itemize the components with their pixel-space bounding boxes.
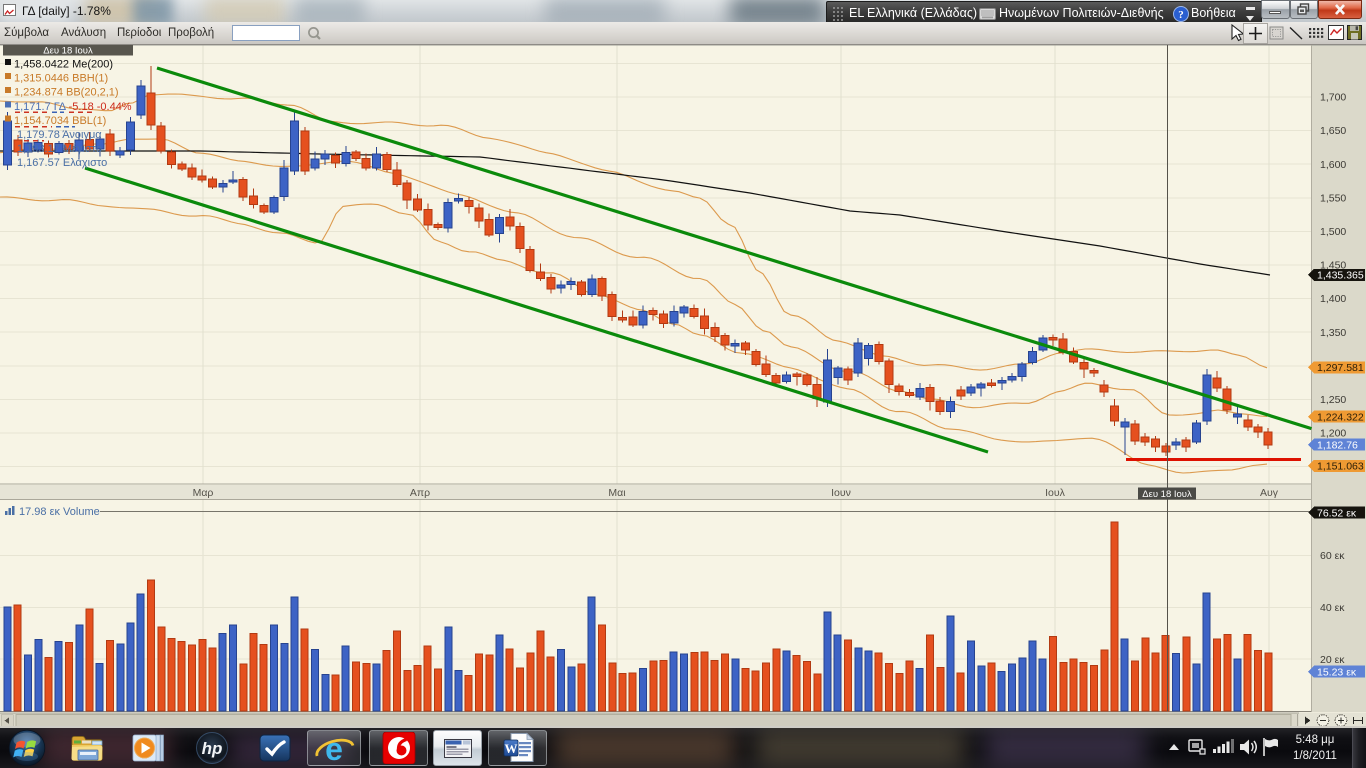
svg-text:1,450: 1,450 — [1320, 260, 1346, 272]
svg-text:1,700: 1,700 — [1320, 92, 1346, 104]
svg-text:1,200: 1,200 — [1320, 428, 1346, 440]
svg-text:Ιουν: Ιουν — [831, 487, 851, 499]
svg-text:1,171.7 ΓΔ -5.18 -0.44%: 1,171.7 ΓΔ -5.18 -0.44% — [14, 101, 132, 113]
svg-text:Δευ 18 Ιουλ: Δευ 18 Ιουλ — [43, 46, 93, 57]
svg-text:W: W — [505, 741, 518, 756]
svg-text:1,458.0422 Me(200): 1,458.0422 Me(200) — [14, 59, 113, 71]
svg-text:1,315.0446 BBH(1): 1,315.0446 BBH(1) — [14, 73, 108, 85]
svg-text:1,234.874 BB(20,2,1): 1,234.874 BB(20,2,1) — [14, 87, 119, 99]
svg-text:Δευ 18 Ιουλ: Δευ 18 Ιουλ — [1142, 489, 1192, 500]
svg-text:Ιουλ: Ιουλ — [1045, 487, 1065, 499]
svg-text:1,182.76: 1,182.76 — [1317, 439, 1358, 451]
svg-text:1,500: 1,500 — [1320, 226, 1346, 238]
svg-text:1,167.57 Ελάχιστο: 1,167.57 Ελάχιστο — [17, 157, 107, 169]
svg-text:1,350: 1,350 — [1320, 327, 1346, 339]
svg-text:1,435.365: 1,435.365 — [1317, 270, 1364, 282]
svg-text:Μαι: Μαι — [608, 487, 626, 499]
svg-text:76.52 εκ: 76.52 εκ — [1317, 507, 1357, 519]
svg-text:Μαρ: Μαρ — [193, 487, 214, 499]
svg-text:1,193.17 Μέγιστο: 1,193.17 Μέγιστο — [17, 143, 102, 155]
svg-text:1,600: 1,600 — [1320, 159, 1346, 171]
svg-text:e: e — [325, 731, 343, 767]
svg-text:1,224.322: 1,224.322 — [1317, 412, 1364, 424]
svg-text:20 εκ: 20 εκ — [1320, 654, 1345, 666]
svg-text:1,154.7034 BBL(1): 1,154.7034 BBL(1) — [14, 115, 106, 127]
svg-text:1,151.063: 1,151.063 — [1317, 461, 1364, 473]
svg-text:1,400: 1,400 — [1320, 293, 1346, 305]
svg-text:1,179.78 Άνοιγμα: 1,179.78 Άνοιγμα — [17, 129, 102, 141]
svg-text:Απρ: Απρ — [410, 487, 430, 499]
svg-text:1,297.581: 1,297.581 — [1317, 362, 1364, 374]
svg-text:?: ? — [1178, 9, 1184, 21]
svg-text:1,250: 1,250 — [1320, 394, 1346, 406]
svg-text:1,650: 1,650 — [1320, 125, 1346, 137]
svg-text:15.23 εκ: 15.23 εκ — [1317, 666, 1357, 678]
svg-text:hp: hp — [202, 739, 223, 758]
svg-text:17.98 εκ Volume: 17.98 εκ Volume — [19, 506, 100, 518]
svg-text:40 εκ: 40 εκ — [1320, 602, 1345, 614]
svg-text:Αυγ: Αυγ — [1260, 487, 1279, 499]
svg-text:60 εκ: 60 εκ — [1320, 550, 1345, 562]
svg-text:1,550: 1,550 — [1320, 192, 1346, 204]
